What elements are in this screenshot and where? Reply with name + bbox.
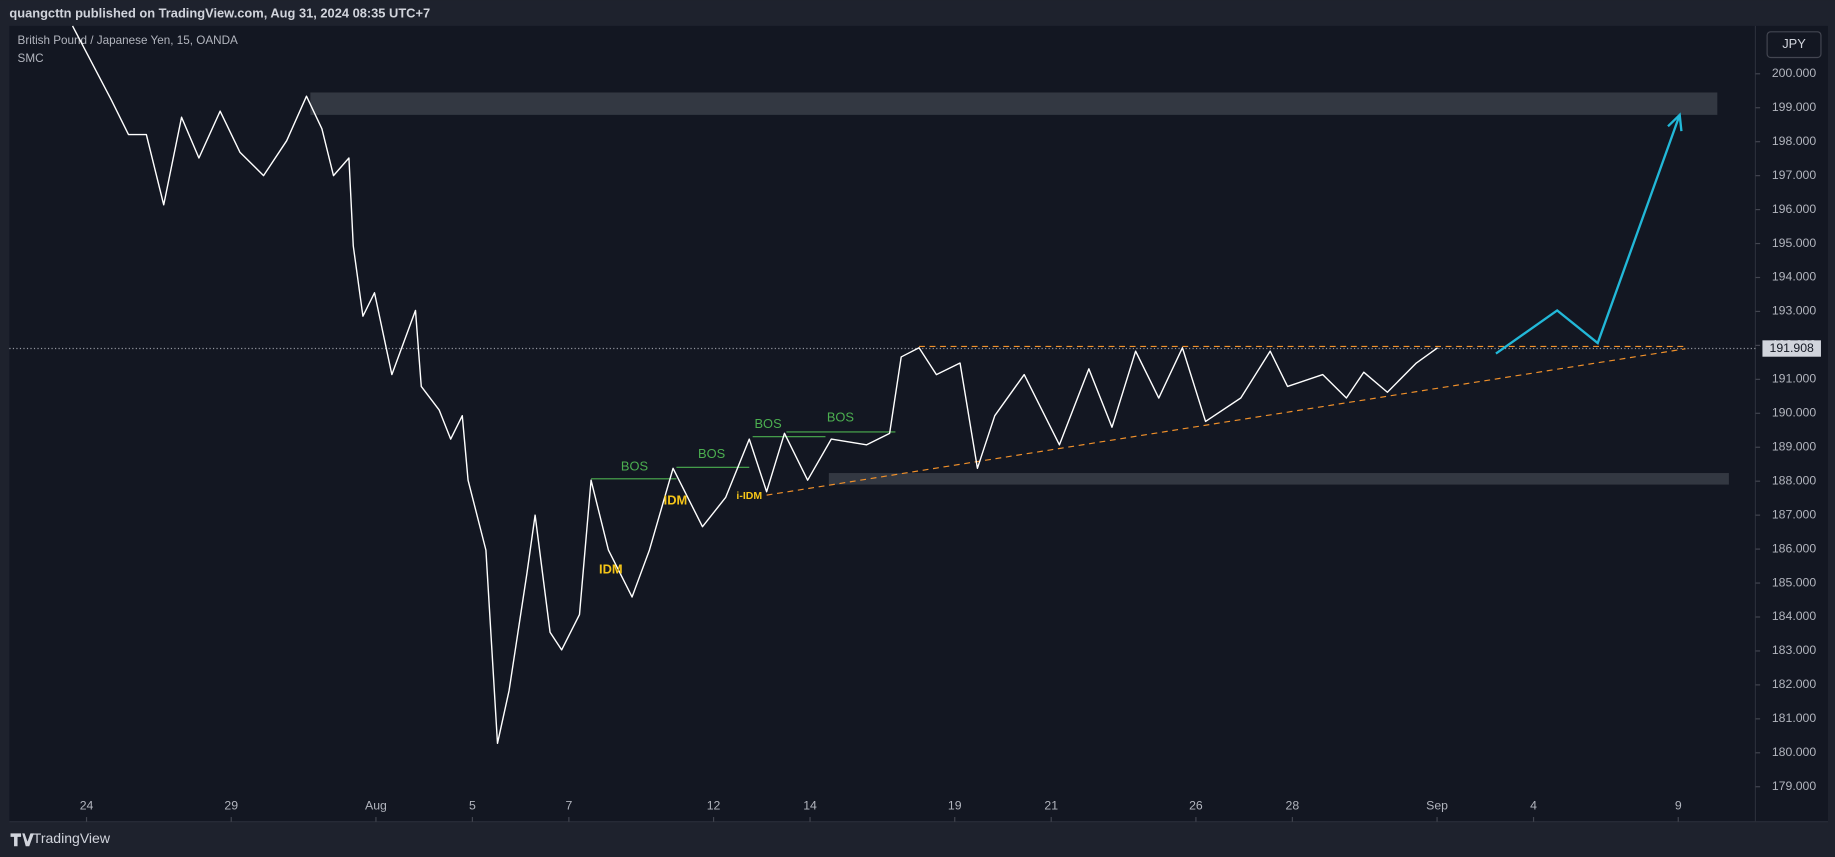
y-tick-label: 181.000	[1772, 711, 1817, 725]
y-tick-label: 188.000	[1772, 473, 1817, 487]
y-tick-label: 197.000	[1772, 168, 1817, 182]
x-tick-label: 28	[1286, 799, 1300, 813]
currency-button[interactable]	[1766, 31, 1822, 59]
y-tick-label: 200.000	[1772, 66, 1817, 80]
zone	[828, 473, 1729, 485]
y-tick-label: 193.000	[1772, 304, 1817, 318]
y-tick-label: 189.000	[1772, 439, 1817, 453]
y-tick-label: 180.000	[1772, 745, 1817, 759]
projection-arrowhead	[1667, 112, 1683, 132]
y-tick-label: 194.000	[1772, 270, 1817, 284]
y-tick-label: 184.000	[1772, 609, 1817, 623]
x-tick-label: 21	[1044, 799, 1058, 813]
x-tick-label: 19	[948, 799, 962, 813]
y-tick-label: 196.000	[1772, 202, 1817, 216]
current-price-box	[1762, 340, 1821, 357]
x-tick-label: 14	[803, 799, 817, 813]
annotation: BOS	[698, 446, 725, 461]
y-tick-label: 182.000	[1772, 677, 1817, 691]
footer: TradingView	[33, 830, 111, 846]
header: quangcttn published on TradingView.com, …	[9, 6, 430, 21]
logo	[10, 833, 34, 847]
annotation: IDM	[599, 562, 623, 577]
zone	[310, 92, 1718, 115]
annotation: IDM	[664, 493, 688, 508]
x-tick-label: 29	[224, 799, 238, 813]
x-tick-label: 26	[1189, 799, 1203, 813]
x-tick-label: 12	[707, 799, 721, 813]
x-tick-label: Aug	[365, 799, 387, 813]
x-tick-label: Sep	[1426, 799, 1448, 813]
price-line	[71, 25, 1438, 744]
chart-title: British Pound / Japanese Yen, 15, OANDA	[18, 34, 238, 47]
y-tick-label: 190.000	[1772, 406, 1817, 420]
y-tick-label: 179.000	[1772, 779, 1817, 793]
chart-subtitle: SMC	[18, 52, 44, 65]
annotation: BOS	[754, 416, 781, 431]
level-line	[766, 348, 1686, 496]
projection-line	[1495, 114, 1681, 355]
y-tick-label: 191.000	[1772, 372, 1817, 386]
y-tick-label: 183.000	[1772, 643, 1817, 657]
annotation: BOS	[827, 409, 854, 424]
price-axis	[1755, 25, 1828, 822]
y-tick-label: 195.000	[1772, 236, 1817, 250]
y-tick-label: 199.000	[1772, 100, 1817, 114]
y-tick-label: 186.000	[1772, 541, 1817, 555]
plot-area	[9, 25, 1756, 822]
y-tick-label: 185.000	[1772, 575, 1817, 589]
x-tick-label: 7	[565, 799, 572, 813]
currency-label[interactable]: JPY	[1782, 36, 1806, 51]
x-tick-label: 24	[80, 799, 94, 813]
y-tick-label: 187.000	[1772, 507, 1817, 521]
current-price-label: 191.908	[1770, 341, 1815, 355]
y-tick-label: 198.000	[1772, 134, 1817, 148]
x-tick-label: 5	[469, 799, 476, 813]
annotation: BOS	[621, 459, 648, 474]
x-tick-label: 9	[1675, 799, 1682, 813]
x-tick-label: 4	[1530, 799, 1537, 813]
annotation: i-IDM	[736, 490, 762, 502]
